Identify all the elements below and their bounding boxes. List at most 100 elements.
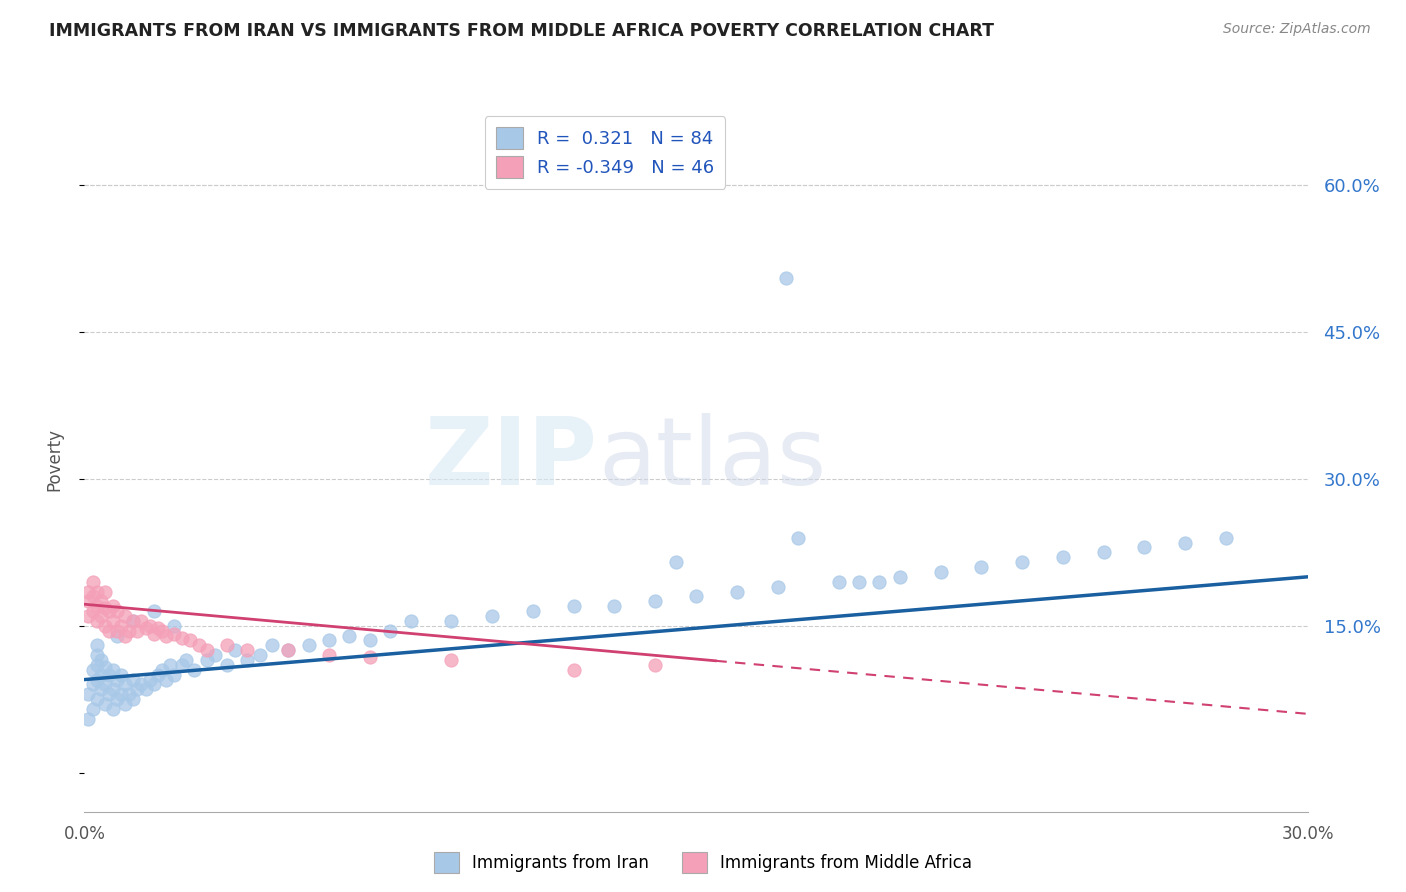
Point xyxy=(82,590,104,604)
Point xyxy=(685,590,707,604)
Point xyxy=(522,604,544,618)
Point xyxy=(224,643,246,657)
Point xyxy=(93,697,115,711)
Point xyxy=(481,609,503,624)
Y-axis label: Poverty: Poverty xyxy=(45,428,63,491)
Point xyxy=(101,702,124,716)
Point xyxy=(172,657,194,672)
Point xyxy=(86,648,108,662)
Point xyxy=(97,604,120,618)
Point xyxy=(1174,535,1197,549)
Point xyxy=(77,609,100,624)
Point xyxy=(146,667,169,681)
Point xyxy=(118,624,141,638)
Point xyxy=(93,584,115,599)
Point xyxy=(131,677,153,691)
Point xyxy=(122,614,145,628)
Point xyxy=(217,657,239,672)
Point xyxy=(150,663,173,677)
Point xyxy=(159,657,181,672)
Point xyxy=(138,619,160,633)
Point xyxy=(105,629,128,643)
Legend: Immigrants from Iran, Immigrants from Middle Africa: Immigrants from Iran, Immigrants from Mi… xyxy=(427,846,979,880)
Point xyxy=(217,638,239,652)
Point xyxy=(869,574,891,589)
Point xyxy=(766,580,789,594)
Point xyxy=(172,631,194,645)
Point xyxy=(90,682,112,697)
Point xyxy=(1133,541,1156,555)
Point xyxy=(187,638,209,652)
Point xyxy=(562,599,585,614)
Point xyxy=(603,599,626,614)
Point xyxy=(90,609,112,624)
Point xyxy=(298,638,321,652)
Point xyxy=(155,673,177,687)
Point xyxy=(82,702,104,716)
Point xyxy=(359,650,381,665)
Point xyxy=(97,667,120,681)
Point xyxy=(77,584,100,599)
Text: ZIP: ZIP xyxy=(425,413,598,506)
Point xyxy=(90,594,112,608)
Point xyxy=(135,682,157,697)
Point xyxy=(77,687,100,701)
Point xyxy=(318,648,340,662)
Point xyxy=(105,692,128,706)
Point xyxy=(77,594,100,608)
Point xyxy=(118,687,141,701)
Point xyxy=(93,660,115,674)
Point xyxy=(97,687,120,701)
Point xyxy=(339,629,361,643)
Point xyxy=(122,673,145,687)
Point xyxy=(142,626,165,640)
Point xyxy=(277,643,299,657)
Point xyxy=(82,574,104,589)
Point xyxy=(86,638,108,652)
Point xyxy=(163,667,186,681)
Point xyxy=(82,663,104,677)
Point xyxy=(440,653,463,667)
Point xyxy=(93,601,115,615)
Point xyxy=(86,599,108,614)
Text: atlas: atlas xyxy=(598,413,827,506)
Point xyxy=(105,624,128,638)
Point xyxy=(644,657,666,672)
Point xyxy=(131,614,153,628)
Point xyxy=(562,663,585,677)
Point xyxy=(775,271,797,285)
Point xyxy=(86,657,108,672)
Point xyxy=(318,633,340,648)
Point xyxy=(277,643,299,657)
Point xyxy=(787,531,810,545)
Point xyxy=(86,584,108,599)
Point xyxy=(142,677,165,691)
Point xyxy=(236,643,259,657)
Point xyxy=(93,619,115,633)
Point xyxy=(380,624,402,638)
Point xyxy=(138,673,160,687)
Point xyxy=(970,560,993,574)
Point xyxy=(249,648,271,662)
Point xyxy=(644,594,666,608)
Text: Source: ZipAtlas.com: Source: ZipAtlas.com xyxy=(1223,22,1371,37)
Point xyxy=(82,604,104,618)
Point xyxy=(86,692,108,706)
Point xyxy=(146,621,169,635)
Point xyxy=(163,626,186,640)
Point xyxy=(195,643,218,657)
Point xyxy=(1215,531,1237,545)
Point xyxy=(77,712,100,726)
Point xyxy=(110,667,132,681)
Point xyxy=(399,614,422,628)
Point xyxy=(82,677,104,691)
Point xyxy=(114,609,136,624)
Point xyxy=(135,621,157,635)
Text: IMMIGRANTS FROM IRAN VS IMMIGRANTS FROM MIDDLE AFRICA POVERTY CORRELATION CHART: IMMIGRANTS FROM IRAN VS IMMIGRANTS FROM … xyxy=(49,22,994,40)
Point xyxy=(236,653,259,667)
Point xyxy=(122,614,145,628)
Point xyxy=(101,599,124,614)
Point xyxy=(101,663,124,677)
Point xyxy=(114,629,136,643)
Point xyxy=(1092,545,1115,559)
